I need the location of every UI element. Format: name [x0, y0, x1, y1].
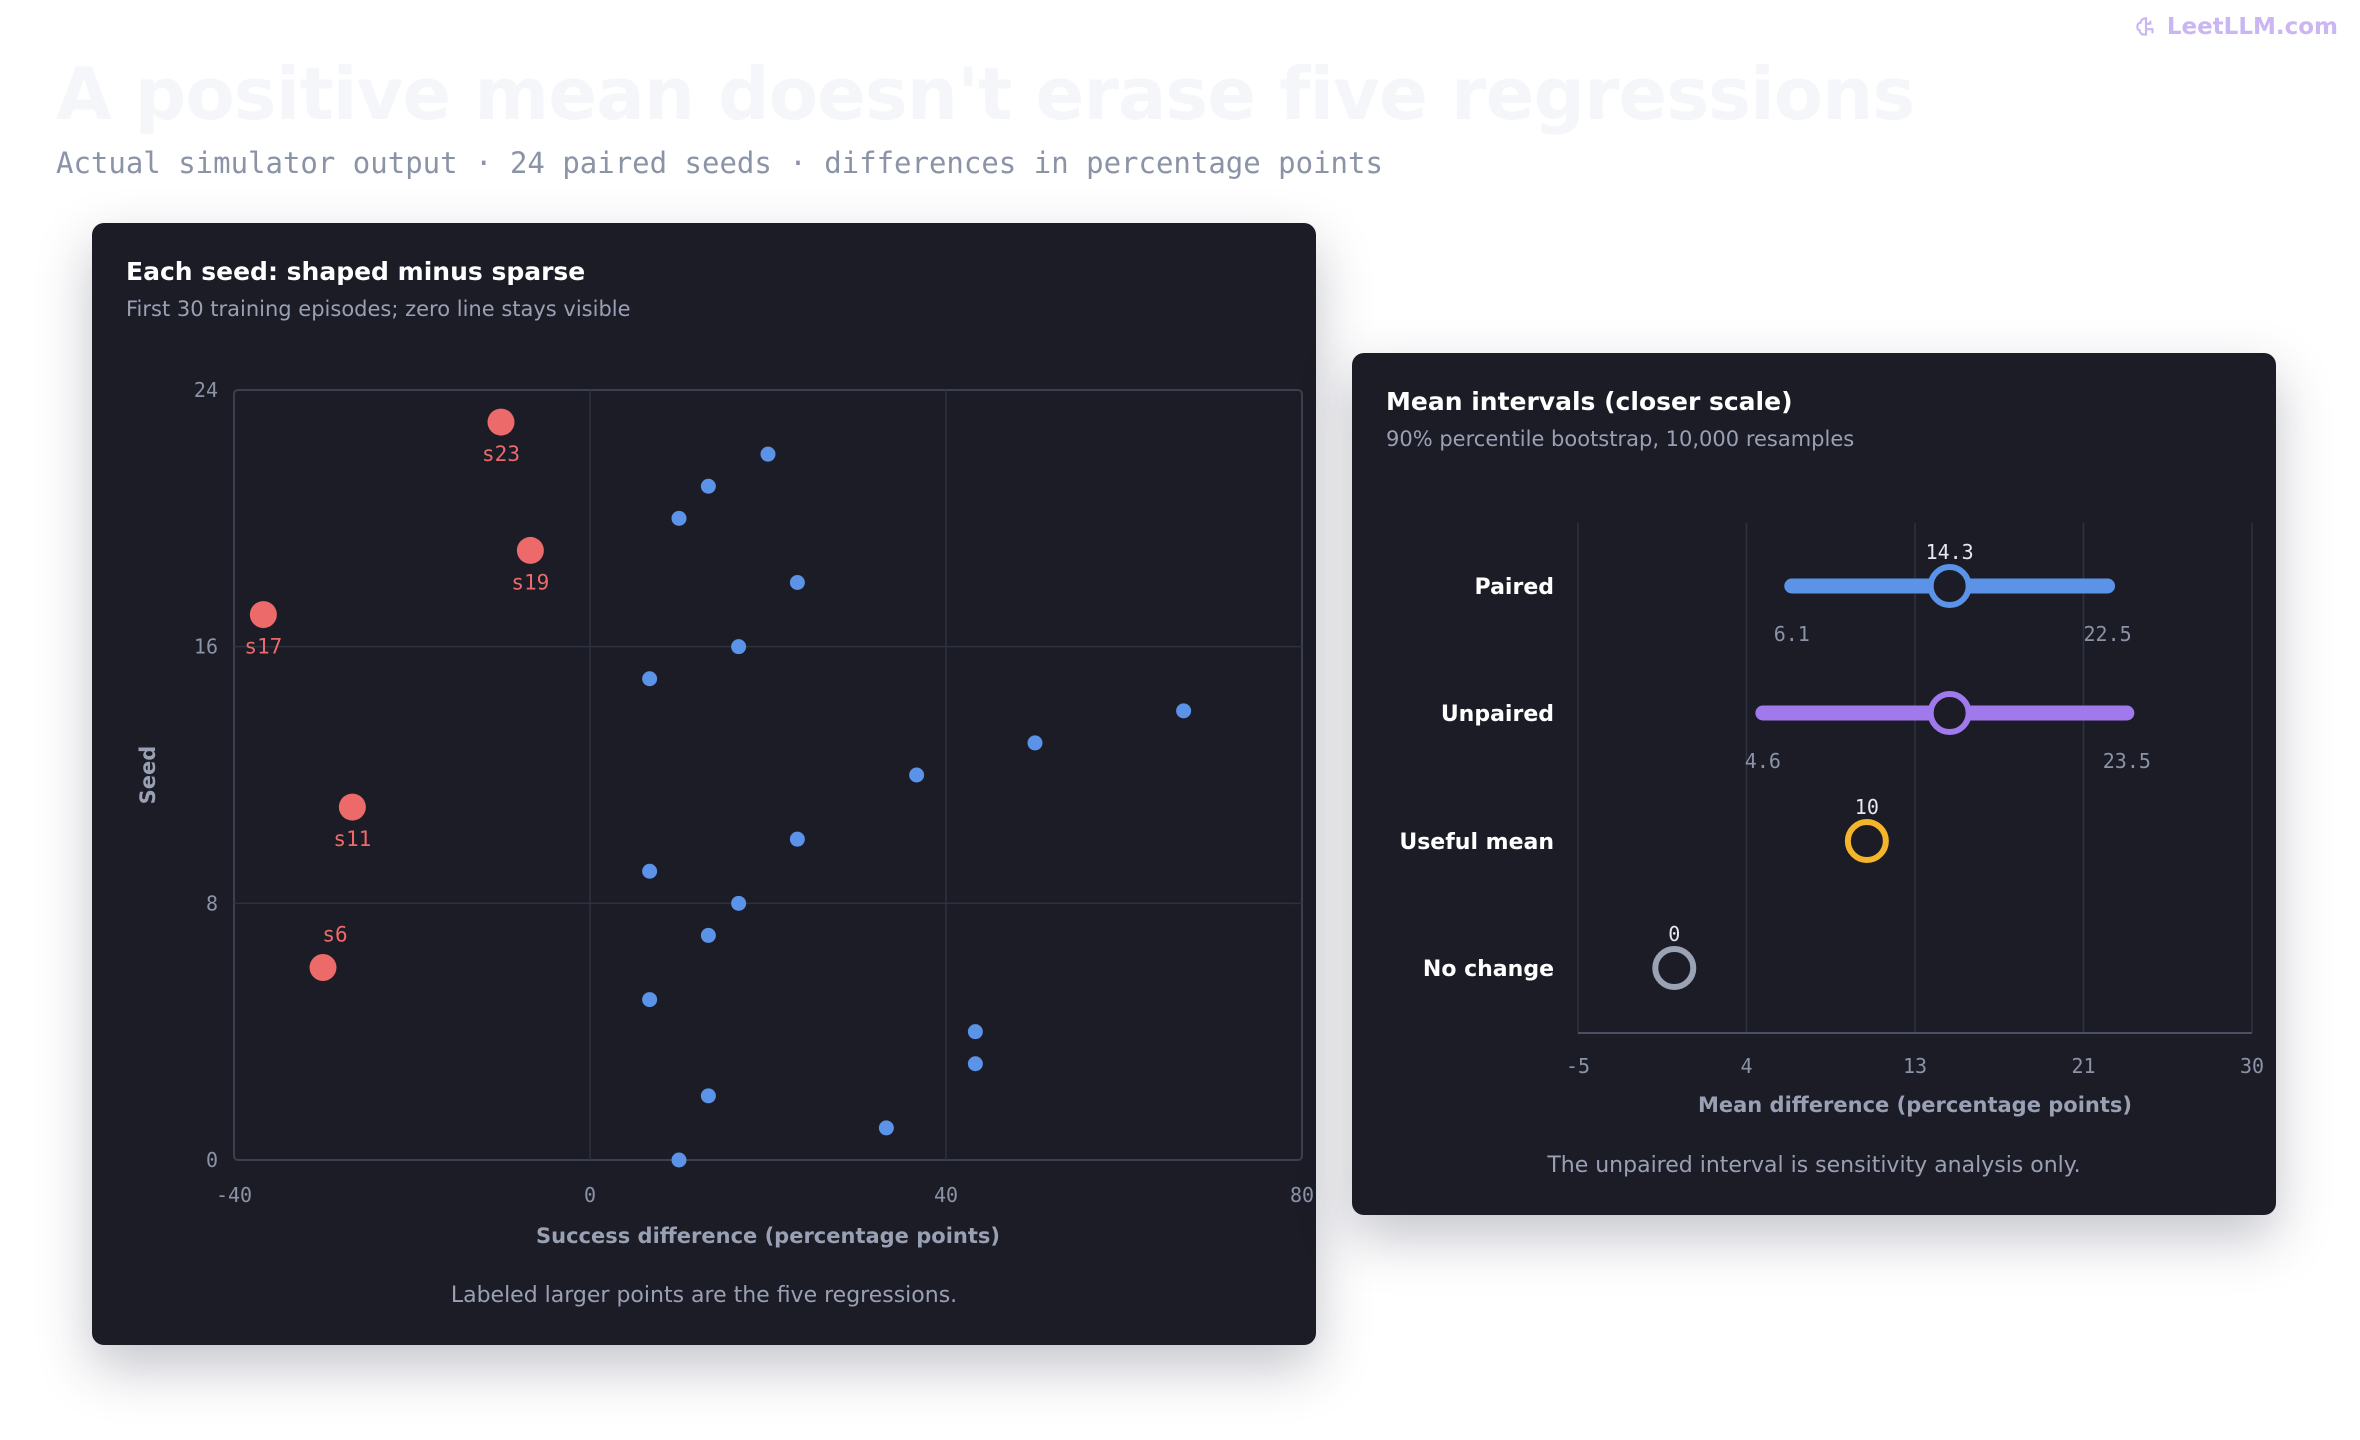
regression-point: [249, 601, 277, 629]
x-tick-label: 21: [2071, 1054, 2095, 1078]
mean-value-label: 14.3: [1926, 540, 1974, 564]
seed-point: [671, 510, 687, 526]
regression-label: s23: [482, 442, 520, 466]
seed-point: [878, 1120, 894, 1136]
regression-point: [309, 954, 337, 981]
seed-point: [700, 478, 716, 494]
y-tick-label: 24: [194, 378, 218, 402]
regression-label: s17: [244, 635, 282, 659]
seed-point: [700, 927, 716, 943]
x-tick-label: 0: [584, 1183, 596, 1207]
brand-logo[interactable]: LeetLLM.com: [2133, 14, 2338, 40]
seed-point: [1176, 703, 1192, 719]
page-subtitle: Actual simulator output · 24 paired seed…: [56, 146, 1383, 180]
seed-point: [1027, 735, 1043, 751]
mean-marker: [1927, 691, 1972, 735]
interval-low-label: 4.6: [1745, 749, 1781, 773]
page-title: A positive mean doesn't erase five regre…: [56, 52, 1915, 136]
row-label: Useful mean: [1399, 830, 1554, 855]
scatter-subtitle: First 30 training episodes; zero line st…: [126, 297, 631, 321]
regression-point: [338, 793, 366, 821]
seed-point: [967, 1024, 983, 1040]
regression-label: s6: [322, 923, 347, 947]
row-label: No change: [1423, 957, 1554, 982]
mean-marker: [1652, 946, 1697, 990]
seed-point: [731, 895, 747, 911]
row-label: Paired: [1475, 575, 1554, 600]
regression-label: s19: [511, 570, 549, 594]
seed-point: [671, 1152, 687, 1168]
x-tick-label: 13: [1903, 1054, 1927, 1078]
interval-low-label: 6.1: [1774, 622, 1810, 646]
mean-interval-plot: -5 4 13 21 30 Mean difference (percentage poi…: [1399, 523, 2264, 1117]
brain-logo-icon: [2136, 17, 2154, 36]
seed-point: [700, 1088, 716, 1104]
interval-title: Mean intervals (closer scale): [1386, 387, 1793, 416]
brand-text: LeetLLM.com: [2166, 14, 2338, 40]
regression-label: s11: [333, 827, 371, 851]
mean-value-label: 10: [1855, 795, 1879, 819]
seed-point: [642, 863, 658, 879]
y-tick-label: 0: [206, 1148, 218, 1172]
x-tick-label: -5: [1566, 1054, 1590, 1078]
regression-point: [516, 536, 544, 564]
seed-scatter-card: Each seed: shaped minus sparse First 30 …: [92, 223, 1316, 1345]
x-axis-label: Success difference (percentage points): [536, 1224, 1000, 1248]
interval-high-label: 22.5: [2083, 622, 2131, 646]
seed-point: [789, 831, 805, 847]
interval-footnote: The unpaired interval is sensitivity ana…: [1547, 1153, 2081, 1178]
regression-point: [487, 408, 515, 436]
interval-high-label: 23.5: [2103, 749, 2151, 773]
seed-point: [967, 1056, 983, 1072]
x-tick-label: 4: [1740, 1054, 1752, 1078]
interval-subtitle: 90% percentile bootstrap, 10,000 resampl…: [1386, 427, 1855, 451]
x-tick-label: -40: [216, 1183, 252, 1207]
seed-point: [789, 575, 805, 590]
scatter-footnote: Labeled larger points are the five regre…: [450, 1283, 958, 1308]
seed-scatter-plot: -40 0 40 80 0 8 16 24 Success difference (percen…: [136, 378, 1314, 1248]
seed-point: [642, 992, 658, 1008]
x-tick-label: 80: [1290, 1183, 1314, 1207]
seed-point: [760, 446, 776, 462]
y-axis-label: Seed: [136, 746, 160, 805]
mean-value-label: 0: [1668, 922, 1680, 946]
scatter-title: Each seed: shaped minus sparse: [126, 257, 586, 286]
y-tick-label: 8: [206, 891, 218, 915]
row-label: Unpaired: [1441, 702, 1554, 727]
seed-point: [909, 767, 925, 783]
mean-interval-card: Mean intervals (closer scale) 90% percen…: [1352, 353, 2276, 1215]
y-tick-label: 16: [194, 635, 218, 659]
x-axis-label: Mean difference (percentage points): [1698, 1093, 2132, 1117]
x-tick-label: 30: [2240, 1054, 2264, 1078]
mean-marker: [1927, 564, 1972, 608]
seed-point: [642, 671, 658, 687]
plot-frame: [233, 389, 1303, 1161]
x-tick-label: 40: [934, 1183, 958, 1207]
mean-marker: [1844, 819, 1889, 863]
seed-point: [731, 639, 747, 655]
